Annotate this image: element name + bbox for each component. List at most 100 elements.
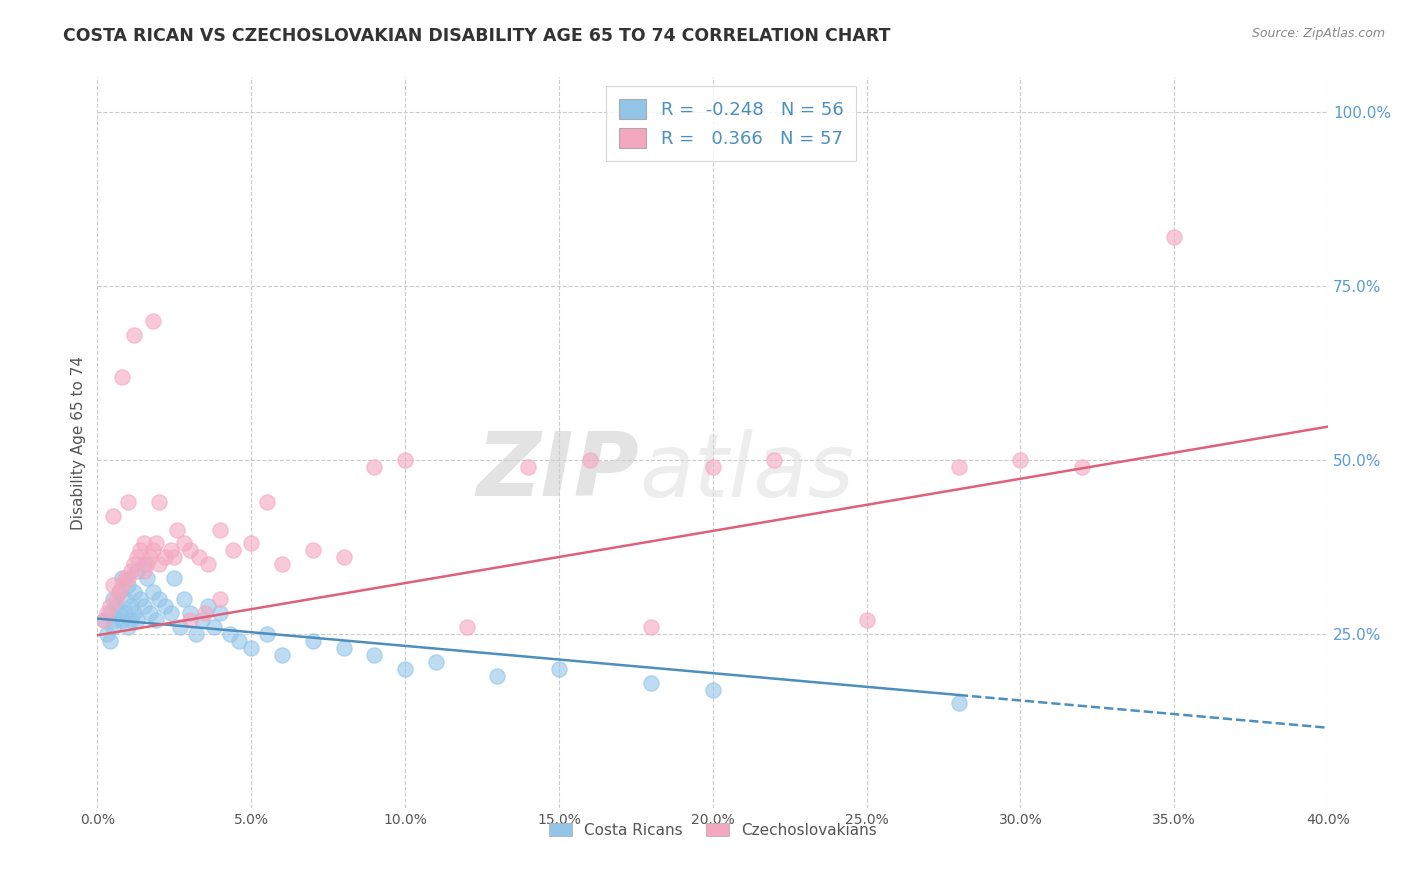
Point: [111, 571, 134, 585]
Point: [702, 459, 724, 474]
Point: [1163, 230, 1185, 244]
Text: COSTA RICAN VS CZECHOSLOVAKIAN DISABILITY AGE 65 TO 74 CORRELATION CHART: COSTA RICAN VS CZECHOSLOVAKIAN DISABILIT…: [63, 27, 891, 45]
Point: [127, 613, 149, 627]
Point: [271, 648, 294, 662]
Point: [127, 564, 149, 578]
Point: [855, 613, 877, 627]
Point: [394, 453, 416, 467]
Point: [517, 459, 540, 474]
Point: [209, 523, 232, 537]
Point: [101, 592, 124, 607]
Point: [124, 606, 146, 620]
Point: [104, 599, 127, 613]
Point: [148, 558, 170, 572]
Point: [124, 327, 146, 342]
Point: [169, 620, 191, 634]
Point: [763, 453, 786, 467]
Point: [332, 550, 354, 565]
Point: [301, 633, 323, 648]
Point: [142, 585, 165, 599]
Point: [209, 592, 232, 607]
Point: [104, 613, 127, 627]
Point: [191, 613, 214, 627]
Point: [179, 606, 201, 620]
Text: Source: ZipAtlas.com: Source: ZipAtlas.com: [1251, 27, 1385, 40]
Point: [486, 668, 509, 682]
Point: [145, 613, 167, 627]
Point: [142, 543, 165, 558]
Point: [124, 558, 146, 572]
Point: [98, 606, 121, 620]
Point: [101, 620, 124, 634]
Point: [578, 453, 600, 467]
Point: [120, 599, 142, 613]
Legend: Costa Ricans, Czechoslovakians: Costa Ricans, Czechoslovakians: [543, 817, 883, 844]
Point: [96, 606, 118, 620]
Point: [96, 627, 118, 641]
Point: [108, 585, 131, 599]
Point: [948, 697, 970, 711]
Point: [640, 620, 662, 634]
Point: [202, 620, 225, 634]
Point: [194, 606, 217, 620]
Point: [127, 550, 149, 565]
Point: [93, 613, 115, 627]
Point: [101, 578, 124, 592]
Point: [173, 592, 195, 607]
Point: [117, 494, 139, 508]
Point: [101, 508, 124, 523]
Point: [132, 599, 155, 613]
Point: [135, 558, 157, 572]
Point: [132, 564, 155, 578]
Point: [160, 543, 183, 558]
Point: [640, 675, 662, 690]
Point: [197, 599, 219, 613]
Point: [148, 592, 170, 607]
Point: [179, 543, 201, 558]
Point: [108, 585, 131, 599]
Point: [145, 536, 167, 550]
Point: [132, 558, 155, 572]
Point: [948, 459, 970, 474]
Point: [197, 558, 219, 572]
Point: [240, 640, 263, 655]
Point: [184, 627, 207, 641]
Point: [129, 543, 152, 558]
Point: [363, 459, 385, 474]
Point: [271, 558, 294, 572]
Point: [163, 571, 186, 585]
Point: [117, 620, 139, 634]
Point: [114, 606, 136, 620]
Point: [425, 655, 447, 669]
Point: [187, 550, 209, 565]
Point: [1071, 459, 1094, 474]
Point: [98, 633, 121, 648]
Point: [135, 571, 157, 585]
Point: [142, 314, 165, 328]
Point: [124, 585, 146, 599]
Text: ZIP: ZIP: [477, 428, 638, 516]
Point: [104, 592, 127, 607]
Point: [179, 613, 201, 627]
Text: atlas: atlas: [638, 429, 853, 515]
Point: [120, 613, 142, 627]
Point: [332, 640, 354, 655]
Point: [108, 606, 131, 620]
Point: [240, 536, 263, 550]
Point: [153, 599, 176, 613]
Point: [363, 648, 385, 662]
Point: [93, 613, 115, 627]
Point: [456, 620, 478, 634]
Point: [111, 613, 134, 627]
Point: [256, 627, 278, 641]
Point: [218, 627, 240, 641]
Point: [548, 662, 571, 676]
Point: [114, 571, 136, 585]
Point: [160, 606, 183, 620]
Point: [138, 606, 160, 620]
Point: [228, 633, 250, 648]
Point: [1010, 453, 1032, 467]
Point: [394, 662, 416, 676]
Point: [153, 550, 176, 565]
Point: [117, 578, 139, 592]
